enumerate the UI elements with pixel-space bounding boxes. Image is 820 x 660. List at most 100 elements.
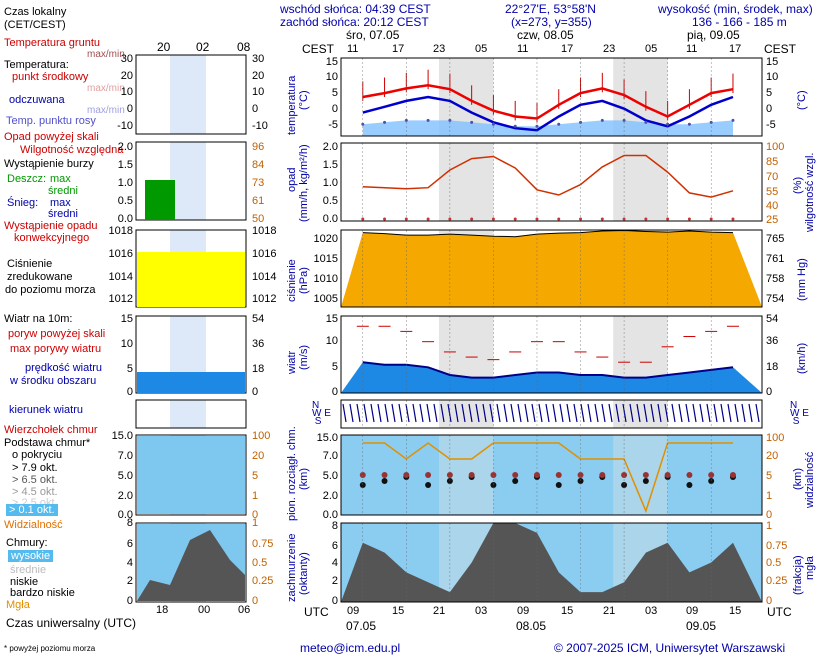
- legend-very-low: bardzo niskie: [10, 587, 75, 599]
- tick-precip-l: 0.0: [322, 213, 338, 225]
- dew-point: [491, 122, 495, 126]
- wind-arrow: [461, 403, 466, 423]
- wind-arrow: [454, 403, 459, 423]
- legend-visibility: Widzialność: [4, 519, 63, 531]
- tick-hum-r: 55: [766, 186, 779, 198]
- title-cloud-base: pion. rozciągł. chm.: [286, 426, 298, 521]
- wind-arrow: [734, 403, 739, 423]
- top-hour-label: 11: [517, 43, 529, 55]
- title-cloud-base-unit: (km): [298, 468, 310, 490]
- wind-arrow: [412, 403, 417, 423]
- legend-feels: odczuwana: [9, 94, 65, 106]
- grid-point: (x=273, y=355): [511, 15, 592, 29]
- tick-hum-r: 70: [766, 171, 779, 183]
- tick-hum-r: 85: [766, 156, 779, 168]
- legend-snow-max: max: [50, 197, 71, 209]
- legend-rain: Deszcz:: [7, 173, 47, 185]
- wind-arrow: [552, 403, 557, 423]
- side-tick-wind-l: 15: [120, 313, 133, 325]
- legend-feels-maxmin: max/min: [87, 105, 125, 116]
- tick-cover-l: 8: [331, 520, 338, 532]
- dew-point: [361, 122, 365, 126]
- side-tick-fog-r: 0.25: [252, 575, 274, 587]
- footer-email[interactable]: meteo@icm.edu.pl: [300, 641, 401, 655]
- dew-point: [622, 118, 626, 122]
- wind-arrow: [419, 403, 424, 423]
- side-tick-wind-l: 10: [120, 338, 133, 350]
- cloud-top-dot: [381, 472, 388, 478]
- legend-humidity: Wilgotność względna: [20, 144, 124, 156]
- legend-okt-65: > 6.5 okt.: [12, 474, 58, 486]
- tick-pres-r: 761: [766, 253, 785, 265]
- cloud-top-dot: [512, 472, 519, 478]
- side-tick-hum-r: 61: [252, 195, 265, 207]
- tick-wind-r: 0: [766, 386, 773, 398]
- wind-arrow: [580, 403, 585, 423]
- side-tick-wind-l: 0: [126, 386, 133, 398]
- legend-pressure-3: do poziomu morza: [5, 284, 96, 296]
- side-night: [170, 400, 206, 428]
- wind-arrow: [503, 403, 508, 423]
- wind-arrow: [342, 403, 347, 423]
- wind-arrow: [440, 403, 445, 423]
- tick-pres-l: 1005: [313, 293, 338, 305]
- tick-cb-l: 2.0: [322, 490, 338, 502]
- tick-temp-r: -5: [766, 119, 776, 131]
- tick-cover-l: 4: [331, 557, 338, 569]
- wind-arrow: [510, 403, 515, 423]
- wind-arrow: [671, 403, 676, 423]
- tick-wind-r: 36: [766, 335, 779, 347]
- side-tick-temp-l: 0: [126, 103, 133, 115]
- side-cover-area: [137, 530, 245, 601]
- side-tick-prec-l: 1.5: [117, 159, 133, 171]
- wind-arrow: [370, 403, 375, 423]
- cest-left: CEST: [302, 42, 335, 56]
- legend-okt-01: > 0.1 okt.: [6, 504, 58, 516]
- legend-low: niskie: [10, 576, 39, 588]
- wind-arrow: [608, 403, 613, 423]
- tick-cover-l: 6: [331, 540, 338, 552]
- utc-date-2: 09.05: [686, 619, 717, 633]
- side-tick-pres-r: 1016: [252, 248, 277, 260]
- tick-wind-l: 5: [331, 361, 338, 373]
- utc-date-1: 08.05: [516, 619, 547, 633]
- dew-point: [383, 120, 387, 124]
- side-hour-2: 08: [237, 40, 251, 54]
- elevation-value: 136 - 166 - 185 m: [692, 15, 787, 29]
- legend-storm: Wystąpienie burzy: [4, 158, 94, 170]
- tick-pres-r: 758: [766, 273, 785, 285]
- wind-arrow: [594, 403, 599, 423]
- wind-arrow: [741, 403, 746, 423]
- utc-right: UTC: [767, 605, 792, 619]
- side-tick-pres-l: 1012: [108, 293, 133, 305]
- tick-temp-l: 0: [331, 103, 338, 115]
- legend-temp-ground: Temperatura gruntu: [4, 37, 100, 49]
- precip-marker: [600, 217, 604, 221]
- wind-arrow: [755, 403, 760, 423]
- utc-date-0: 07.05: [346, 619, 377, 633]
- sunrise: wschód słońca: 04:39 CEST: [280, 2, 431, 16]
- title-temp-unit: (°C): [298, 90, 310, 110]
- panel-border-cb: [340, 434, 763, 516]
- title-pressure-unit-r: (mm Hg): [796, 258, 808, 301]
- wind-arrow: [720, 403, 725, 423]
- title-wind: wiatr: [286, 350, 298, 374]
- wind-arrow: [678, 403, 683, 423]
- legend-pressure-1: Ciśnienie: [7, 258, 53, 270]
- local-time-zone: (CET/CEST): [4, 19, 66, 31]
- side-tick-temp-r: 20: [252, 70, 265, 82]
- side-tick-fog-r: 0.5: [252, 557, 268, 569]
- tick-vis-r: 0: [766, 509, 773, 521]
- tick-vis-r: 100: [766, 432, 785, 444]
- side-hour-0: 20: [157, 40, 171, 54]
- side-tick-cover-l: 6: [126, 538, 133, 550]
- dew-area: [362, 120, 733, 136]
- precip-marker: [426, 217, 430, 221]
- pressure-line: [362, 229, 734, 238]
- side-hour-1: 02: [196, 40, 210, 54]
- precip-marker: [383, 217, 387, 221]
- side-tick-fog-r: 0.75: [252, 538, 274, 550]
- temp-line: [362, 84, 734, 120]
- side-wind-area: [137, 372, 245, 393]
- wind-arrow: [727, 403, 732, 423]
